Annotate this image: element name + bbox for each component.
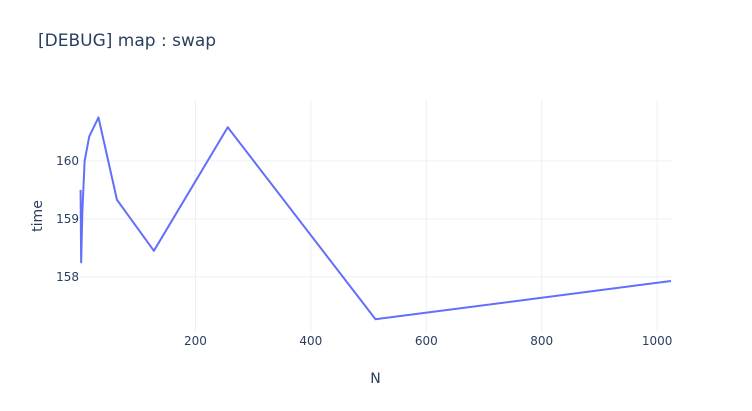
y-tick-label-1: 159 <box>56 212 79 226</box>
y-grid <box>80 160 671 278</box>
x-tick-label-2: 600 <box>415 334 438 348</box>
y-tick-label-2: 160 <box>56 154 79 168</box>
chart-title: [DEBUG] map : swap <box>38 31 217 51</box>
x-tick-label-4: 1000 <box>642 334 673 348</box>
x-axis-title: N <box>370 371 380 387</box>
y-axis-title: time <box>30 200 46 232</box>
series-line-0 <box>79 116 672 321</box>
x-axis: 200 400 600 800 1000 <box>184 334 672 348</box>
x-tick-label-1: 400 <box>299 334 322 348</box>
series-layer <box>79 116 672 321</box>
y-axis: 158 159 160 <box>56 154 79 284</box>
x-tick-label-3: 800 <box>530 334 553 348</box>
x-grid <box>194 100 658 332</box>
y-tick-label-0: 158 <box>56 270 79 284</box>
x-tick-label-0: 200 <box>184 334 207 348</box>
